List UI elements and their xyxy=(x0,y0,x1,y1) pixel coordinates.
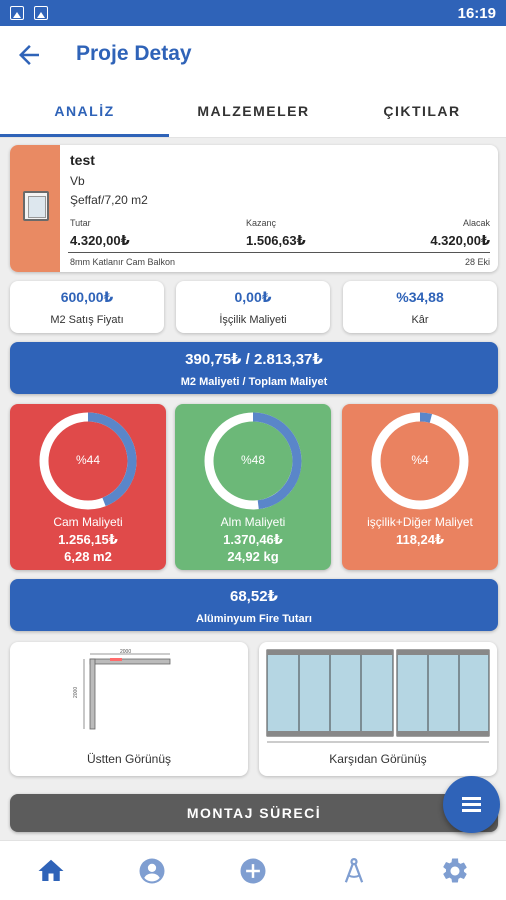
stat-value: 600,00₺ xyxy=(60,289,114,305)
tile-percent: %44 xyxy=(75,453,101,467)
add-circle-icon[interactable] xyxy=(238,856,268,886)
waste-banner-label: Alüminyum Fire Tutarı xyxy=(196,613,312,625)
montaj-process-button[interactable]: MONTAJ SÜRECİ xyxy=(10,794,498,832)
stat-profit: %34,88 Kâr xyxy=(343,281,497,333)
tutar-value: 4.320,00₺ xyxy=(70,233,130,248)
compass-icon[interactable] xyxy=(339,856,369,886)
alacak-label: Alacak xyxy=(462,218,490,228)
tile-percent: %48 xyxy=(240,453,266,467)
top-view-label: Üstten Görünüş xyxy=(86,752,172,766)
account-icon[interactable] xyxy=(137,856,167,886)
glass-cost-ring xyxy=(39,412,137,510)
image-notification-icon xyxy=(10,6,24,20)
tile-label: Cam Maliyeti xyxy=(53,515,123,529)
back-arrow-icon[interactable] xyxy=(14,40,44,70)
page-title: Proje Detay xyxy=(76,42,192,65)
labor-other-cost-tile: %4 işçilik+Diğer Maliyet 118,24₺ xyxy=(342,404,498,570)
cost-banner: 390,75₺ / 2.813,37₺ M2 Maliyeti / Toplam… xyxy=(10,342,498,394)
project-type: Vb xyxy=(70,174,85,188)
project-date: 28 Eki xyxy=(464,257,490,267)
tile-label: işçilik+Diğer Maliyet xyxy=(367,515,473,529)
aluminium-cost-ring xyxy=(204,412,302,510)
project-description: 8mm Katlanır Cam Balkon xyxy=(70,257,176,267)
status-bar: 16:19 xyxy=(0,0,506,26)
front-view-label: Karşıdan Görünüş xyxy=(329,752,427,766)
cost-banner-value: 390,75₺ / 2.813,37₺ xyxy=(185,351,323,368)
cost-banner-label: M2 Maliyeti / Toplam Maliyet xyxy=(180,376,328,388)
tile-extra: 24,92 kg xyxy=(227,549,279,564)
waste-banner-value: 68,52₺ xyxy=(230,588,278,605)
tile-amount: 1.256,15₺ xyxy=(58,532,118,547)
gallery-notification-icon xyxy=(34,6,48,20)
menu-fab-button[interactable] xyxy=(443,776,500,833)
menu-icon-bar xyxy=(462,803,481,806)
front-view-drawing xyxy=(266,649,490,743)
stat-label: İşçilik Maliyeti xyxy=(219,314,287,326)
settings-icon[interactable] xyxy=(440,856,470,886)
menu-icon xyxy=(462,797,481,800)
tab-ciktilar[interactable]: ÇIKTILAR xyxy=(383,103,461,119)
stat-value: %34,88 xyxy=(396,289,444,305)
bottom-navigation xyxy=(0,840,506,900)
labor-other-cost-ring xyxy=(371,412,469,510)
tile-amount: 118,24₺ xyxy=(395,532,445,547)
tile-amount: 1.370,46₺ xyxy=(223,532,283,547)
stat-m2-price: 600,00₺ M2 Satış Fiyatı xyxy=(10,281,164,333)
stat-labor-cost: 0,00₺ İşçilik Maliyeti xyxy=(176,281,330,333)
kazanc-value: 1.506,63₺ xyxy=(246,233,306,248)
home-icon[interactable] xyxy=(36,856,66,886)
stat-label: M2 Satış Fiyatı xyxy=(50,314,124,326)
window-frame-icon xyxy=(23,191,49,221)
project-name: test xyxy=(70,152,95,168)
tile-percent: %4 xyxy=(411,453,429,467)
tab-malzemeler[interactable]: MALZEMELER xyxy=(197,103,310,119)
stat-label: Kâr xyxy=(411,314,429,326)
kazanc-label: Kazanç xyxy=(246,218,277,228)
tab-indicator xyxy=(0,134,169,137)
stat-value: 0,00₺ xyxy=(234,289,272,305)
glass-cost-tile: %44 Cam Maliyeti 1.256,15₺ 6,28 m2 xyxy=(10,404,166,570)
divider xyxy=(68,252,490,253)
top-dim-label: 2000 xyxy=(120,649,131,655)
top-view-drawing: 2000 2000 xyxy=(73,649,171,730)
project-thumbnail xyxy=(10,145,60,272)
top-view-card[interactable]: 2000 2000 Üstten Görünüş xyxy=(10,642,248,776)
alacak-value: 4.320,00₺ xyxy=(430,233,490,248)
tile-extra: 6,28 m2 xyxy=(64,549,112,564)
status-time: 16:19 xyxy=(457,5,496,22)
tutar-label: Tutar xyxy=(70,218,91,228)
side-dim-label: 2000 xyxy=(73,687,79,698)
tile-label: Alm Maliyeti xyxy=(220,515,286,529)
project-card[interactable]: test Vb Şeffaf/7,20 m2 Tutar 4.320,00₺ K… xyxy=(10,145,498,272)
aluminium-cost-tile: %48 Alm Maliyeti 1.370,46₺ 24,92 kg xyxy=(175,404,331,570)
tab-analiz[interactable]: ANALİZ xyxy=(54,103,115,119)
front-view-card[interactable]: Karşıdan Görünüş xyxy=(259,642,497,776)
app-bar: Proje Detay xyxy=(0,26,506,86)
menu-icon-bar xyxy=(462,809,481,812)
tab-bar: ANALİZ MALZEMELER ÇIKTILAR xyxy=(0,86,506,138)
waste-banner: 68,52₺ Alüminyum Fire Tutarı xyxy=(10,579,498,631)
project-spec: Şeffaf/7,20 m2 xyxy=(70,193,148,207)
